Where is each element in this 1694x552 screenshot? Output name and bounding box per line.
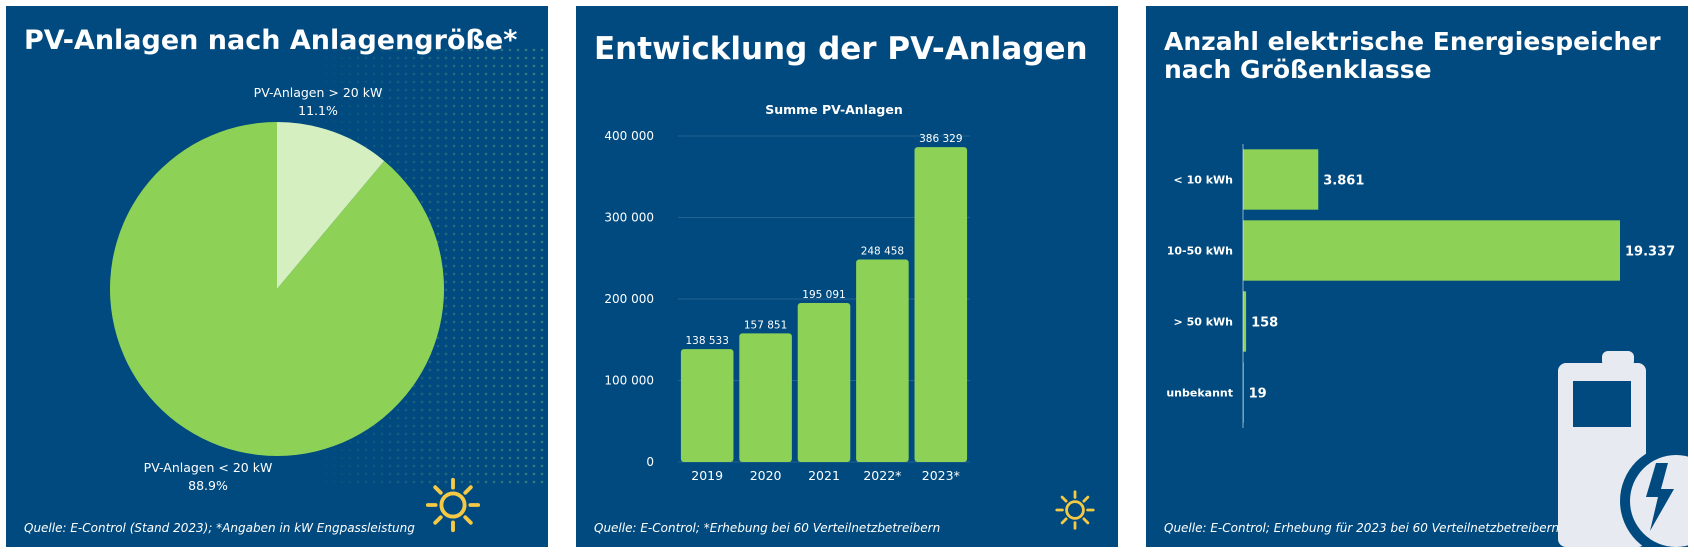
hbar-1 [1243, 220, 1620, 281]
battery-charging-icon [1558, 351, 1688, 547]
bar-value-label: 195 091 [802, 289, 845, 301]
x-tick-label: 2020 [750, 468, 782, 483]
source-note: Quelle: E-Control (Stand 2023); *Angaben… [24, 521, 415, 535]
bar-2019 [680, 349, 734, 462]
y-category-label: unbekannt [1166, 387, 1233, 400]
hbar-value-label: 158 [1251, 316, 1278, 331]
bar-value-label: 248 458 [861, 246, 904, 258]
pie-slice-1 [110, 122, 444, 456]
y-tick-label: 300 000 [604, 211, 654, 225]
pie-chart: PV-Anlagen > 20 kW 11.1% PV-Anlagen < 20… [110, 85, 444, 493]
slice-label-small-plants: PV-Anlagen < 20 kW [144, 460, 273, 475]
y-tick-label: 0 [646, 455, 654, 469]
x-tick-label: 2023* [922, 468, 960, 483]
hbar-value-label: 3.861 [1323, 174, 1364, 189]
column-chart: Summe PV-Anlagen 0 100 000 200 000 300 000 4… [604, 102, 970, 483]
bar-chart-panel: Entwicklung der PV-Anlagen Summe PV-Anla… [576, 6, 1118, 547]
bar-2021 [797, 303, 851, 462]
bar-2020 [739, 333, 792, 462]
slice-label-large-plants: PV-Anlagen > 20 kW [254, 85, 383, 100]
horizontal-bar-chart: < 10 kWh 3.861 10-50 kWh 19.337 > 50 kWh 158 u… [1166, 144, 1675, 428]
pie-chart-panel: PV-Anlagen nach Anlagengröße* PV-Anlagen… [6, 6, 548, 547]
y-tick-label: 400 000 [604, 129, 654, 143]
slice-value-large-plants: 11.1% [298, 103, 338, 118]
y-category-label: < 10 kWh [1174, 174, 1233, 187]
pie-slice-0 [277, 122, 385, 289]
hbar-value-label: 19 [1249, 387, 1267, 402]
x-tick-label: 2019 [691, 468, 723, 483]
bar-2023 [914, 147, 968, 463]
bar-value-label: 386 329 [919, 133, 962, 145]
panel-title: PV-Anlagen nach Anlagengröße* [24, 25, 518, 56]
bar-value-label: 157 851 [744, 319, 787, 331]
hbar-value-label: 19.337 [1625, 245, 1675, 260]
source-note: Quelle: E-Control; Erhebung für 2023 bei… [1164, 521, 1560, 535]
hbar-2 [1243, 291, 1247, 352]
panel-title: Entwicklung der PV-Anlagen [594, 31, 1088, 67]
x-tick-label: 2021 [808, 468, 840, 483]
source-note: Quelle: E-Control; *Erhebung bei 60 Vert… [594, 521, 941, 535]
horizontal-bar-chart-panel: Anzahl elektrische Energiespeicher nach … [1146, 6, 1688, 547]
y-tick-label: 100 000 [604, 374, 654, 388]
slice-value-small-plants: 88.9% [188, 478, 228, 493]
panel-title: Anzahl elektrische Energiespeicher nach … [1164, 27, 1661, 84]
y-tick-label: 200 000 [604, 292, 654, 306]
sun-icon [425, 477, 481, 533]
x-tick-label: 2022* [863, 468, 901, 483]
chart-title: Summe PV-Anlagen [765, 102, 903, 117]
sun-icon [1055, 490, 1095, 530]
hbar-0 [1243, 149, 1319, 210]
bar-value-label: 138 533 [685, 335, 728, 347]
y-category-label: 10-50 kWh [1167, 245, 1233, 258]
bar-2022 [856, 259, 909, 462]
y-category-label: > 50 kWh [1174, 316, 1233, 329]
